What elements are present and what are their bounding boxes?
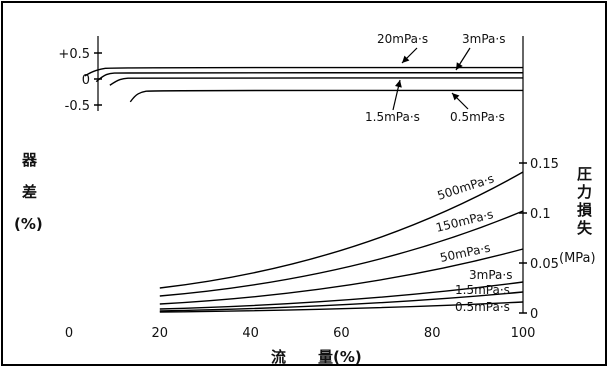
x-tick-label: 0 — [65, 326, 73, 341]
pressure-curve — [159, 171, 524, 289]
error-curve-label: 0.5mPa·s — [450, 110, 505, 124]
error-y-tick-label: 0 — [82, 73, 90, 88]
pressure-curve — [159, 281, 524, 310]
error-curve-label: 1.5mPa·s — [365, 110, 420, 124]
error-curve — [95, 72, 523, 83]
pressure-curve-label: 0.5mPa·s — [455, 300, 510, 314]
pressure-y-tick-label: 0.1 — [530, 207, 551, 222]
error-y-tick-label: +0.5 — [58, 47, 90, 62]
pressure-curve — [159, 210, 524, 297]
error-axis-title-unit: (%) — [14, 215, 43, 233]
error-label-arrowhead — [452, 93, 460, 101]
pressure-curve — [159, 291, 524, 312]
x-tick-label: 20 — [152, 326, 169, 341]
pressure-curve-label: 3mPa·s — [469, 268, 512, 282]
pressure-curve — [159, 301, 524, 313]
x-tick-label: 80 — [424, 326, 441, 341]
x-axis-title-char: 流 — [271, 348, 286, 366]
error-curve-label: 3mPa·s — [462, 32, 505, 46]
pressure-curve-label: 150mPa·s — [434, 207, 494, 235]
pressure-axis-title-char-4: 失 — [577, 219, 593, 237]
pressure-curve-label: 50mPa·s — [439, 241, 492, 265]
error-axis-title-char-1: 器 — [21, 151, 38, 169]
error-label-arrowhead — [456, 62, 463, 70]
pressure-y-tick-label: 0 — [530, 307, 538, 322]
error-curve-label: 20mPa·s — [377, 32, 428, 46]
pressure-y-tick-label: 0.15 — [530, 157, 559, 172]
error-curve — [129, 89, 523, 103]
error-label-arrowhead — [395, 80, 402, 88]
x-tick-label: 40 — [242, 326, 259, 341]
error-y-tick-label: -0.5 — [65, 99, 90, 114]
pressure-curve-label: 1.5mPa·s — [455, 283, 510, 297]
x-tick-label: 100 — [511, 326, 536, 341]
x-tick-label: 60 — [333, 326, 350, 341]
pressure-axis-title-char-1: 圧 — [577, 165, 592, 183]
error-label-arrowhead — [402, 55, 410, 63]
pressure-axis-title-char-2: 力 — [577, 183, 592, 201]
error-curve — [109, 77, 523, 86]
pressure-axis-title-unit: (MPa) — [559, 251, 596, 266]
error-axis-title-char-2: 差 — [22, 183, 37, 201]
pressure-curve — [159, 248, 524, 305]
pressure-curve-label: 500mPa·s — [436, 171, 496, 202]
pressure-y-tick-label: 0.05 — [530, 257, 559, 272]
plot-layer: +0.5 0 -0.5 0 0.05 0.1 0.15 0 20 40 60 80 100 20mPa·s… — [58, 32, 559, 341]
error-curve — [84, 66, 523, 77]
pressure-axis-title-char-3: 損 — [577, 201, 593, 219]
x-axis-title-rest: 量(%) — [318, 348, 362, 366]
